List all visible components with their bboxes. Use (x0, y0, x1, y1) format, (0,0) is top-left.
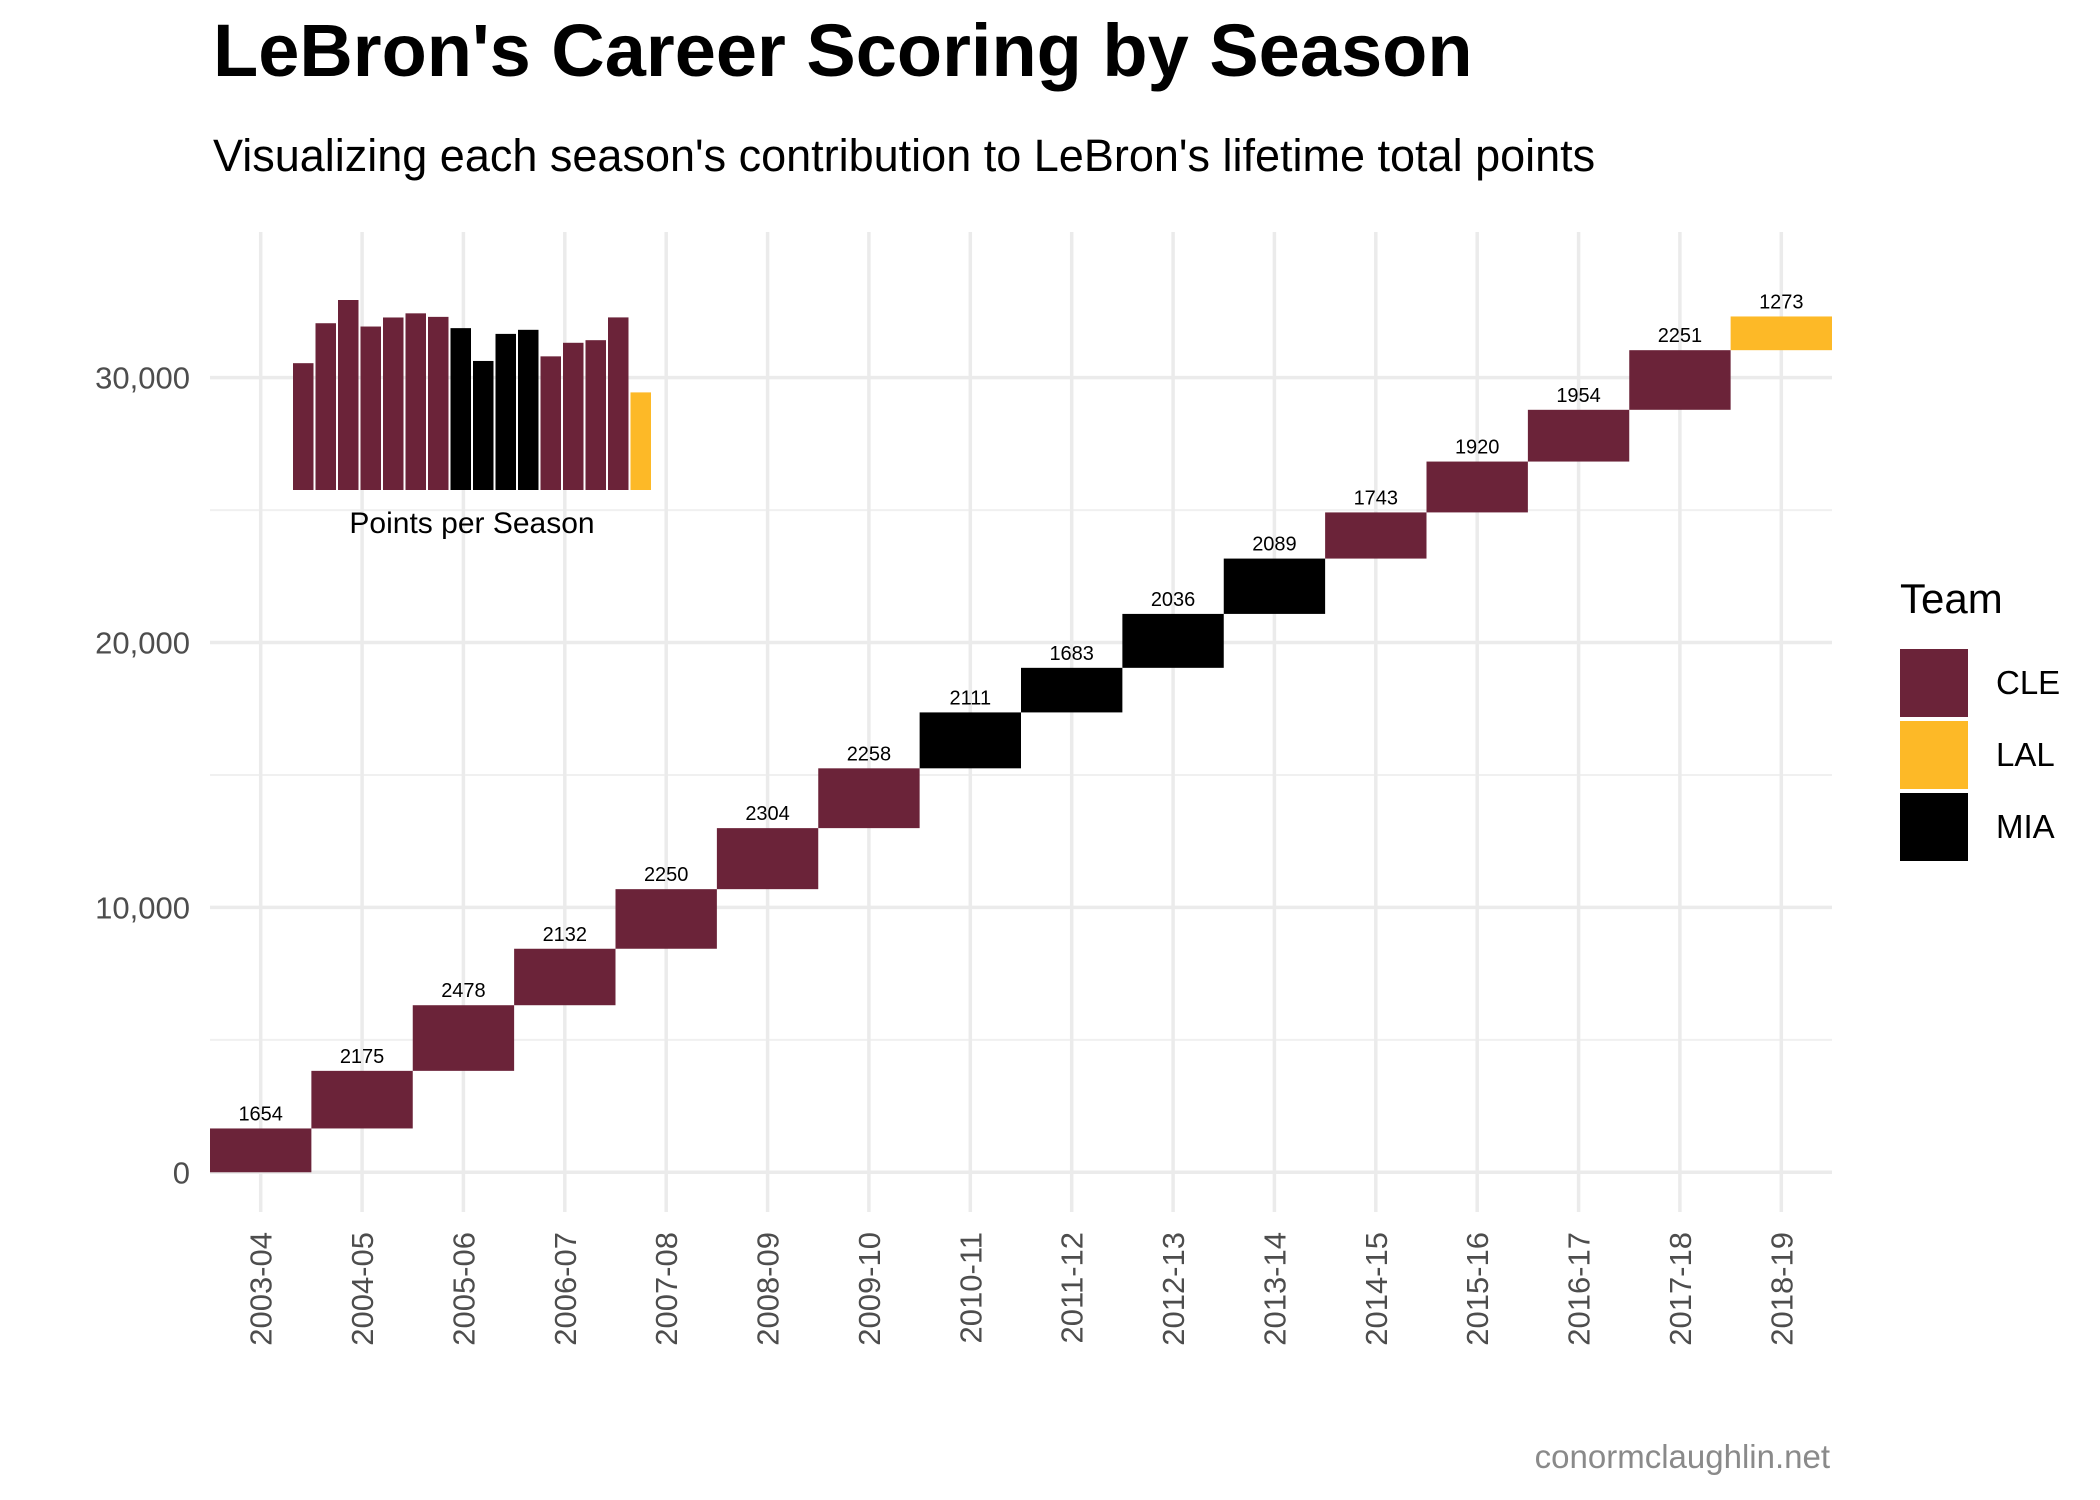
inset-bar (585, 340, 606, 490)
waterfall-bar (1629, 350, 1731, 410)
x-tick-label: 2006-07 (548, 1232, 583, 1346)
bar-value-label: 2089 (1252, 534, 1297, 556)
waterfall-bar (1122, 613, 1224, 668)
legend-label-lal: LAL (1996, 736, 2055, 773)
waterfall-bar (919, 712, 1021, 769)
axis-labels: 0 10,000 20,000 30,000 2003-04 2004-05 2005-06… (95, 361, 1799, 1346)
x-tick-label: 2013-14 (1257, 1232, 1292, 1346)
y-tick-label: 20,000 (95, 626, 190, 661)
waterfall-bar (514, 948, 616, 1006)
legend-title: Team (1900, 575, 2003, 622)
bar-value-label: 1743 (1354, 487, 1399, 509)
inset-bar (450, 328, 471, 490)
y-tick-label: 10,000 (95, 890, 190, 925)
waterfall-bar (210, 1128, 312, 1173)
waterfall-bar (1730, 316, 1832, 351)
bar-value-label: 1954 (1556, 385, 1601, 407)
inset-bar (428, 316, 449, 490)
waterfall-bar (615, 889, 717, 949)
bar-value-label: 2251 (1658, 325, 1703, 347)
x-tick-label: 2014-15 (1359, 1232, 1394, 1346)
waterfall-bar (1021, 667, 1123, 713)
legend-swatch-cle (1900, 649, 1968, 717)
inset-bar (608, 317, 629, 490)
bar-value-label: 2478 (441, 980, 486, 1002)
inset-bar (360, 326, 381, 490)
inset-bar (405, 313, 426, 490)
x-tick-label: 2004-05 (345, 1232, 380, 1346)
legend-item-mia: MIA (1900, 791, 2060, 863)
x-tick-label: 2011-12 (1055, 1232, 1090, 1343)
inset-bar (473, 360, 494, 490)
waterfall-bar (1426, 461, 1528, 513)
bar-value-label: 1683 (1049, 643, 1094, 665)
bar-value-label: 2175 (340, 1046, 385, 1068)
inset-axis-label: Points per Season (349, 507, 594, 540)
legend-item-lal: LAL (1900, 719, 2060, 791)
legend-label-mia: MIA (1996, 808, 2055, 845)
legend-swatch-lal (1900, 721, 1968, 789)
inset-bar-chart: Points per Season (293, 300, 651, 540)
x-tick-label: 2012-13 (1156, 1232, 1191, 1346)
inset-bar (518, 329, 539, 490)
x-tick-label: 2008-09 (751, 1232, 786, 1346)
x-tick-label: 2005-06 (446, 1232, 481, 1346)
waterfall-bar (412, 1005, 515, 1071)
chart-title: LeBron's Career Scoring by Season (213, 9, 1473, 92)
bar-value-label: 2132 (543, 924, 588, 946)
bar-value-label: 2036 (1151, 589, 1196, 611)
legend-label-cle: CLE (1996, 664, 2061, 701)
inset-bar (540, 356, 561, 490)
x-tick-label: 2003-04 (244, 1232, 279, 1346)
x-tick-label: 2016-17 (1562, 1232, 1597, 1346)
chart-subtitle: Visualizing each season's contribution t… (213, 130, 1596, 181)
inset-bar (338, 300, 359, 490)
y-tick-label: 30,000 (95, 361, 190, 396)
x-tick-label: 2015-16 (1460, 1232, 1495, 1346)
bar-value-label: 1920 (1455, 437, 1500, 459)
inset-bar (495, 333, 516, 490)
inset-bar (293, 363, 314, 490)
x-tick-label: 2009-10 (852, 1232, 887, 1346)
waterfall-bar (716, 828, 819, 890)
waterfall-bar (311, 1070, 413, 1129)
caption: conormclaughlin.net (1534, 1438, 1830, 1475)
waterfall-bar (1223, 558, 1326, 614)
legend-item-cle: CLE (1900, 647, 2060, 719)
inset-bar (315, 323, 336, 490)
bar-value-label: 2111 (950, 687, 992, 709)
waterfall-bar (1325, 512, 1427, 559)
grid-lines (210, 232, 1832, 1212)
inset-bar (630, 392, 651, 490)
bar-value-label: 2304 (745, 803, 790, 825)
x-tick-label: 2010-11 (953, 1232, 988, 1343)
x-tick-label: 2018-19 (1764, 1232, 1799, 1346)
waterfall-bar (1527, 409, 1630, 462)
bar-value-label: 1273 (1759, 291, 1804, 313)
waterfall-bars: 1654 2175 2478 2132 2250 2304 2258 2111 1683 2036… (210, 291, 1832, 1173)
y-tick-label: 0 (173, 1155, 190, 1190)
inset-bar (563, 342, 584, 490)
x-tick-label: 2007-08 (649, 1232, 684, 1346)
inset-bar (383, 317, 404, 490)
bar-value-label: 2258 (847, 743, 892, 765)
legend: Team CLE LAL MIA (1900, 575, 2060, 863)
bar-value-label: 1654 (238, 1103, 283, 1125)
x-tick-label: 2017-18 (1663, 1232, 1698, 1346)
bar-value-label: 2250 (644, 864, 689, 886)
legend-swatch-mia (1900, 793, 1968, 861)
waterfall-bar (818, 768, 920, 829)
